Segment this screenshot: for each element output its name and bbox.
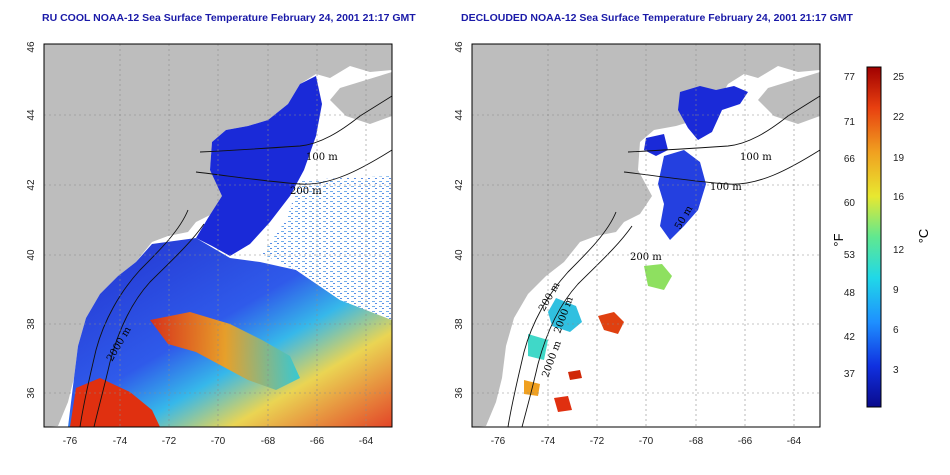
right-y-tick: 42 <box>454 179 465 191</box>
left-x-tick: -74 <box>113 436 128 447</box>
right-map-area: 100 m 100 m 200 m 50 m 200 m 2000 m 2000… <box>471 43 821 428</box>
fahrenheit-tick: 53 <box>844 250 856 261</box>
right-x-axis: -76 -74 -72 -70 -68 -66 -64 <box>491 436 802 447</box>
right-warm-coastal-patch <box>554 396 572 412</box>
right-nova-scotia-land <box>758 72 820 124</box>
fahrenheit-tick: 42 <box>844 332 856 343</box>
left-contour-label-200m: 200 m <box>290 186 322 197</box>
colorbar-fahrenheit-ticks: 77 71 66 60 53 48 42 37 <box>844 72 856 380</box>
colorbar-gradient <box>866 66 882 408</box>
right-cyan-patch <box>548 298 582 332</box>
left-x-tick: -72 <box>162 436 177 447</box>
right-cold-patch-north <box>678 86 748 140</box>
left-warm-water-region <box>150 312 300 390</box>
right-x-tick: -70 <box>639 436 654 447</box>
left-speckled-offshore <box>262 176 392 320</box>
fahrenheit-unit-label: °F <box>831 233 846 246</box>
left-y-tick: 40 <box>26 249 37 261</box>
right-y-tick: 44 <box>454 109 465 121</box>
right-warm-streak <box>568 370 582 380</box>
left-x-tick: -76 <box>63 436 78 447</box>
right-x-tick: -72 <box>590 436 605 447</box>
colorbar-celsius-ticks: 25 22 19 16 12 9 6 3 <box>893 72 905 376</box>
right-x-tick: -64 <box>787 436 802 447</box>
celsius-tick: 6 <box>893 325 899 336</box>
celsius-tick: 12 <box>893 245 905 256</box>
right-x-tick: -66 <box>738 436 753 447</box>
right-cold-patch-central <box>658 150 706 240</box>
fahrenheit-tick: 71 <box>844 117 856 128</box>
left-panel-title: RU COOL NOAA-12 Sea Surface Temperature … <box>42 12 416 24</box>
right-y-axis: 36 38 40 42 44 46 <box>454 41 465 399</box>
right-x-tick: -74 <box>541 436 556 447</box>
celsius-tick: 25 <box>893 72 905 83</box>
left-map-area: 100 m 200 m 2000 m <box>43 43 393 428</box>
celsius-unit-label: °C <box>916 229 931 244</box>
fahrenheit-tick: 66 <box>844 154 856 165</box>
right-panel-title: DECLOUDED NOAA-12 Sea Surface Temperatur… <box>461 12 854 24</box>
left-x-axis: -76 -74 -72 -70 -68 -66 -64 <box>63 436 374 447</box>
left-y-tick: 44 <box>26 109 37 121</box>
right-contour-label-200m: 200 m <box>630 252 662 263</box>
left-map-panel: RU COOL NOAA-12 Sea Surface Temperature … <box>26 12 416 447</box>
right-land-mass <box>472 44 820 427</box>
right-cyan-patch-coastal <box>528 334 548 360</box>
right-bathymetry-contours <box>507 95 821 428</box>
right-map-panel: DECLOUDED NOAA-12 Sea Surface Temperatur… <box>454 12 854 447</box>
left-contour-label-100m: 100 m <box>306 152 338 163</box>
right-y-tick: 46 <box>454 41 465 53</box>
left-x-tick: -66 <box>310 436 325 447</box>
celsius-tick: 19 <box>893 153 905 164</box>
fahrenheit-tick: 37 <box>844 369 856 380</box>
right-contour-label-100m-b: 100 m <box>710 182 742 193</box>
left-grid-lines <box>44 44 392 427</box>
right-map-frame <box>471 43 821 428</box>
left-cold-water-region <box>196 76 322 256</box>
left-x-tick: -70 <box>211 436 226 447</box>
right-x-tick: -76 <box>491 436 506 447</box>
left-bathymetry-contours <box>79 95 393 428</box>
left-y-tick: 38 <box>26 318 37 330</box>
celsius-tick: 9 <box>893 285 899 296</box>
left-y-tick: 42 <box>26 179 37 191</box>
fahrenheit-tick: 60 <box>844 198 856 209</box>
fahrenheit-tick: 48 <box>844 288 856 299</box>
left-land-mass <box>44 44 392 427</box>
right-grid-lines <box>472 44 820 427</box>
left-nova-scotia-land <box>330 72 392 124</box>
right-y-tick: 36 <box>454 387 465 399</box>
right-contour-label-100m-a: 100 m <box>740 152 772 163</box>
left-warm-coastal-water <box>70 378 160 427</box>
celsius-tick: 22 <box>893 112 905 123</box>
left-y-tick: 46 <box>26 41 37 53</box>
right-x-tick: -68 <box>689 436 704 447</box>
right-green-patch <box>644 264 672 290</box>
celsius-tick: 16 <box>893 192 905 203</box>
right-y-tick: 40 <box>454 249 465 261</box>
right-warm-patch <box>598 312 624 334</box>
fahrenheit-tick: 77 <box>844 72 856 83</box>
left-x-tick: -64 <box>359 436 374 447</box>
right-y-tick: 38 <box>454 318 465 330</box>
left-x-tick: -68 <box>261 436 276 447</box>
left-map-frame <box>43 43 393 428</box>
left-y-axis: 36 38 40 42 44 46 <box>26 41 37 399</box>
left-y-tick: 36 <box>26 387 37 399</box>
celsius-tick: 3 <box>893 365 899 376</box>
temperature-colorbar: 77 71 66 60 53 48 42 37 25 22 19 16 12 9… <box>831 66 931 408</box>
